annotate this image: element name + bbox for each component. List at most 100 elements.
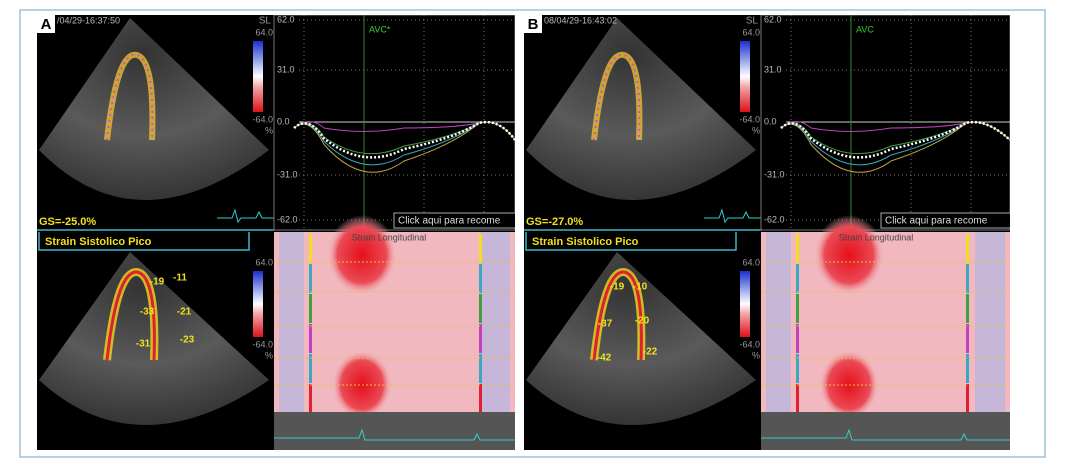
scale-min: -64.0 [739, 114, 760, 124]
ecg-trace [274, 428, 515, 441]
segment-bar [966, 264, 969, 293]
strain-curve [293, 121, 515, 173]
segment-bar [966, 324, 969, 353]
scale-max: 64.0 [742, 257, 760, 267]
tracking-region [591, 51, 643, 141]
graph-tick-label: -31.0 [764, 169, 785, 179]
segment-value: -33 [140, 307, 155, 318]
segment-value: -19 [610, 282, 625, 293]
scale-unit: % [752, 350, 760, 360]
scale-min: -64.0 [739, 339, 760, 349]
scale-max: 64.0 [742, 27, 760, 37]
segment-bar [796, 384, 799, 413]
segment-bar [309, 234, 312, 263]
segment-bar [796, 324, 799, 353]
ecg-trace [761, 428, 1010, 441]
segment-bar [796, 264, 799, 293]
segment-value: -19 [150, 277, 165, 288]
segment-bar [479, 234, 482, 263]
strain-curve [780, 120, 1010, 159]
segment-bar [479, 324, 482, 353]
graph-tick-label: -62.0 [277, 214, 298, 224]
ecg-strip [761, 412, 1010, 450]
ecg-mini [704, 208, 761, 224]
segment-value: -31 [136, 339, 151, 350]
graph-tick-label: 62.0 [764, 14, 782, 24]
segment-value: -42 [597, 353, 612, 364]
panel-label: A [41, 16, 52, 33]
graph-tick-label: -31.0 [277, 169, 298, 179]
button [393, 212, 515, 229]
segment-value: -23 [180, 335, 195, 346]
segment-trace [592, 270, 643, 361]
segment-bar [479, 264, 482, 293]
graph-tick-label: -62.0 [764, 214, 785, 224]
scale-min: -64.0 [252, 114, 273, 124]
graph-tick-label: 31.0 [277, 64, 295, 74]
scale-name: SL [259, 16, 272, 27]
panel-label: B [528, 16, 539, 33]
peak-label: Strain Sistolico Pico [532, 236, 639, 248]
map-title: Strain Longitudinal [839, 232, 914, 242]
global-strain: GS=-25.0% [39, 216, 96, 228]
divider [37, 229, 274, 251]
button-label: Click aqui para recome [398, 216, 501, 227]
peak-label: Strain Sistolico Pico [45, 236, 152, 248]
timestamp: /04/29-16:37:50 [57, 15, 120, 25]
segment-bar [479, 354, 482, 383]
map-blob [327, 215, 397, 295]
segment-value: -11 [173, 273, 187, 284]
frame [19, 9, 1046, 458]
button-label: Click aqui para recome [885, 216, 988, 227]
scale-unit: % [265, 350, 273, 360]
button [880, 212, 1010, 229]
strain-curve [780, 121, 1010, 173]
panel-label-bg [37, 15, 55, 33]
graph-tick-label: 0.0 [764, 116, 777, 126]
event-label: AVC [856, 24, 874, 34]
scale-name: SL [746, 16, 759, 27]
ecg-strip [274, 412, 515, 450]
segment-bar [309, 354, 312, 383]
graph-tick-label: 31.0 [764, 64, 782, 74]
segment-bar [309, 384, 312, 413]
segment-value: -22 [643, 347, 658, 358]
segment-bar [479, 294, 482, 323]
color-bar [253, 41, 263, 112]
segment-value: -21 [177, 307, 192, 318]
graph-tick-label: 62.0 [277, 14, 295, 24]
global-strain: GS=-27.0% [526, 216, 583, 228]
graph-tick-label: 0.0 [277, 116, 290, 126]
timestamp: 08/04/29-16:43:02 [544, 15, 617, 25]
segment-value: -20 [635, 316, 650, 327]
scale-max: 64.0 [255, 257, 273, 267]
scale-min: -64.0 [252, 339, 273, 349]
segment-value: -10 [633, 282, 648, 293]
scale-unit: % [265, 125, 273, 135]
divider [524, 229, 761, 251]
panel: A/04/29-16:37:50 SL64.0-64.0%64.0-64.0%GS… [37, 14, 515, 450]
segment-bar [966, 354, 969, 383]
segment-trace [105, 270, 156, 361]
segment-bar [796, 294, 799, 323]
color-bar [740, 41, 750, 112]
scale-unit: % [752, 125, 760, 135]
color-bar [253, 271, 263, 337]
map-title: Strain Longitudinal [352, 232, 427, 242]
ecg-mini [217, 208, 274, 224]
segment-bar [309, 264, 312, 293]
segment-bar [479, 384, 482, 413]
segment-bar [966, 234, 969, 263]
segment-bar [966, 384, 969, 413]
tracking-region [104, 51, 156, 141]
segment-bar [796, 354, 799, 383]
segment-bar [966, 294, 969, 323]
panel-label-bg [524, 15, 542, 33]
event-label: AVC* [369, 24, 391, 34]
segment-bar [796, 234, 799, 263]
segment-bar [309, 324, 312, 353]
panel: B 08/04/29-16:43:02 SL64.0-64.0%64.0-64.0%… [524, 14, 1010, 450]
segment-bar [309, 294, 312, 323]
scale-max: 64.0 [255, 27, 273, 37]
